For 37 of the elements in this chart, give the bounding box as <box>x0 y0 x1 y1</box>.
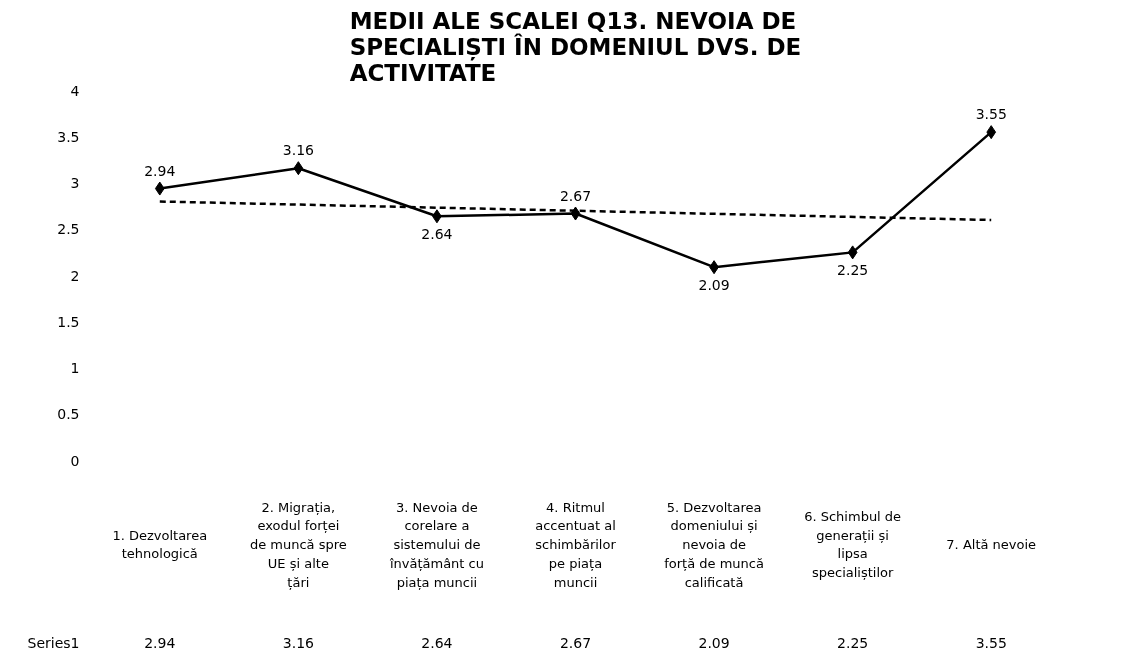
x-tick-label: 6. Schimbul de generații și lipsa specialiștilor <box>804 508 902 581</box>
text: 2.64 <box>421 226 453 243</box>
data-label: 2.25 <box>837 634 869 651</box>
x-tick-label: 4. Ritmul accentuat al schimbărilor pe piața muncii <box>535 499 617 590</box>
y-tick-label: 3 <box>70 175 80 191</box>
x-tick-label: 2. Migrația, exodul forței de muncă spre UE și alte țări <box>249 499 347 590</box>
text: 3.55 <box>975 106 1007 123</box>
y-tick-label: 4 <box>70 82 80 99</box>
data-label: 2.09 <box>698 634 730 651</box>
text: 2.25 <box>837 262 869 279</box>
x-tick-label: 3. Nevoia de corelare a sistemului de învățământ cu piața muncii <box>388 499 484 590</box>
data-label: 3.55 <box>975 634 1007 651</box>
point <box>847 245 858 260</box>
data-label: 2.67 <box>559 634 592 651</box>
chart-title: MEDII ALE SCALEI Q13. NEVOIA DE SPECIALIȘTI ÎN DOMENIUL DVS. DE ACTIVITATE <box>349 7 802 86</box>
y-tick-label: 2.5 <box>57 221 80 238</box>
x-tick-label: 7. Altă nevoie <box>946 537 1037 552</box>
point <box>293 161 304 176</box>
point <box>570 206 581 221</box>
data-label: 2.94 <box>144 634 176 651</box>
data-label: 3.16 <box>282 634 315 651</box>
y-tick-label: 1 <box>70 360 80 376</box>
text: 2.67 <box>559 187 592 204</box>
text: 2.09 <box>698 277 730 294</box>
y-tick-label: 0.5 <box>57 406 80 423</box>
y-tick-label: 1.5 <box>57 313 80 330</box>
text: Series1 <box>27 634 80 651</box>
x-tick-label: 1. Dezvoltarea tehnologică <box>112 527 208 562</box>
point <box>154 181 165 196</box>
y-tick-label: 2 <box>70 267 80 284</box>
x-tick-label: 5. Dezvoltarea domeniului și nevoia de forță de muncă calificată <box>664 499 764 590</box>
data-label: 2.64 <box>421 634 453 651</box>
y-tick-label: 3.5 <box>57 128 80 145</box>
point <box>986 125 997 140</box>
text: 2.94 <box>144 162 176 179</box>
y-tick-label: 0 <box>70 452 80 469</box>
text: 3.16 <box>282 142 314 159</box>
